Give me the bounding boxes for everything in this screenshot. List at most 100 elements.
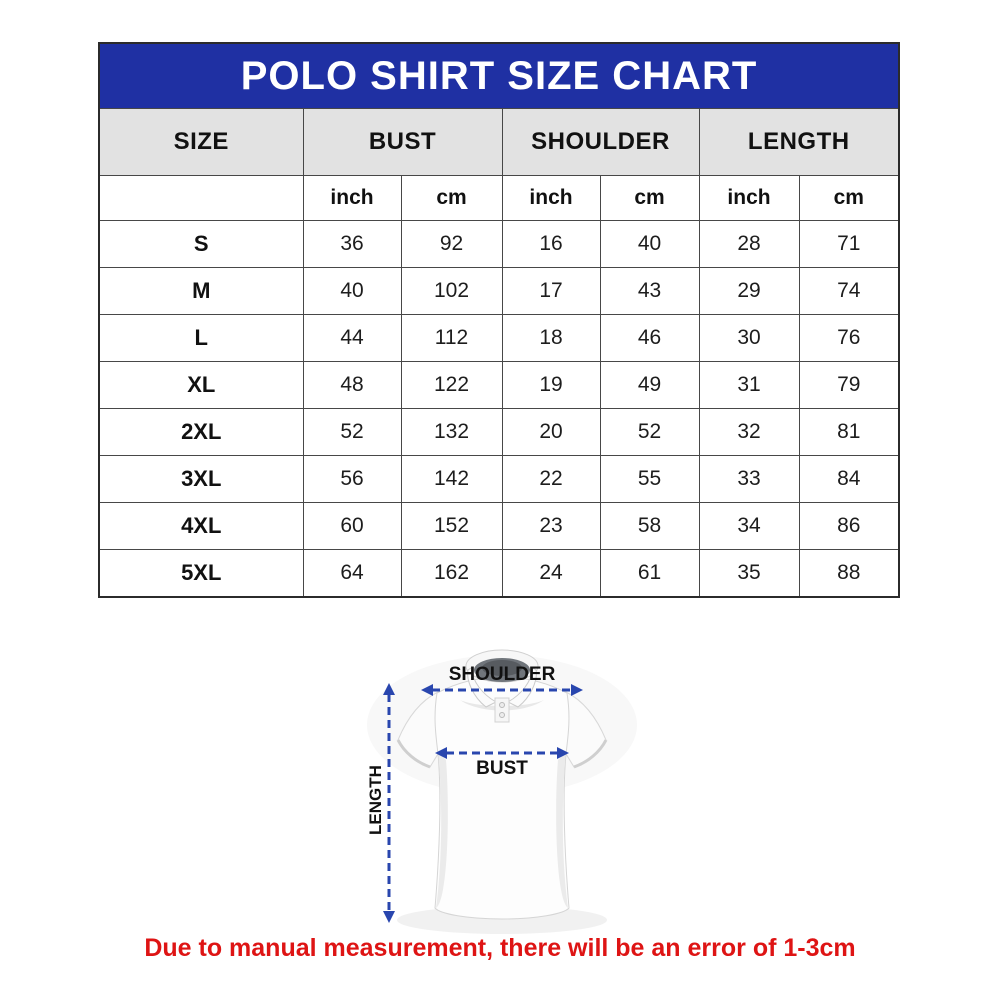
measurement-arrows	[387, 688, 572, 912]
chest-shadow	[460, 700, 544, 711]
length-label: LENGTH	[366, 765, 385, 835]
shoulder-arrowhead-left	[421, 684, 433, 696]
button-icon	[499, 702, 505, 708]
table-cell: 92	[400, 220, 503, 268]
table-cell: 132	[400, 408, 503, 456]
polo-shirt	[396, 649, 608, 920]
table-cell: 43	[599, 267, 700, 315]
table-cell: 35	[698, 549, 800, 597]
table-cell: 33	[698, 455, 800, 503]
unit-row: inch cm inch cm inch cm	[98, 175, 900, 221]
collar-left-flap	[467, 667, 498, 708]
table-cell: 20	[501, 408, 601, 456]
table-cell: 19	[501, 361, 601, 409]
unit-cell: cm	[798, 175, 900, 221]
shirt-diagram: SHOULDER BUST LENGTH	[340, 640, 670, 940]
bust-label: BUST	[476, 758, 528, 779]
table-cell: 28	[698, 220, 800, 268]
table-cell: 29	[698, 267, 800, 315]
table-row: M 40 102 17 43 29 74	[98, 267, 900, 315]
table-cell: 24	[501, 549, 601, 597]
table-cell: 30	[698, 314, 800, 362]
left-shading	[436, 752, 448, 908]
table-cell: 46	[599, 314, 700, 362]
table-cell: 60	[302, 502, 402, 550]
table-cell: 40	[599, 220, 700, 268]
table-cell: 36	[302, 220, 402, 268]
size-chart-table: POLO SHIRT SIZE CHART SIZE BUST SHOULDER…	[98, 42, 901, 598]
table-cell: 81	[798, 408, 900, 456]
title-row: POLO SHIRT SIZE CHART	[98, 42, 900, 109]
collar-right-flap	[506, 667, 537, 708]
table-cell: 17	[501, 267, 601, 315]
shirt-illustration: SHOULDER BUST LENGTH	[366, 649, 637, 934]
torso	[434, 676, 570, 920]
table-cell: 49	[599, 361, 700, 409]
size-label: 4XL	[98, 502, 304, 550]
measurement-note: Due to manual measurement, there will be…	[144, 934, 856, 962]
table-cell: 112	[400, 314, 503, 362]
size-label: XL	[98, 361, 304, 409]
header-bust: BUST	[302, 108, 503, 176]
table-cell: 40	[302, 267, 402, 315]
table-cell: 32	[698, 408, 800, 456]
table-cell: 58	[599, 502, 700, 550]
table-cell: 31	[698, 361, 800, 409]
unit-cell: cm	[400, 175, 503, 221]
table-cell: 122	[400, 361, 503, 409]
table-cell: 23	[501, 502, 601, 550]
table-cell: 162	[400, 549, 503, 597]
bust-arrowhead-right	[557, 747, 569, 759]
bust-arrowhead-left	[435, 747, 447, 759]
table-row: S 36 92 16 40 28 71	[98, 220, 900, 268]
unit-cell: cm	[599, 175, 700, 221]
shoulder-label: SHOULDER	[449, 664, 556, 685]
unit-cell-empty	[98, 175, 304, 221]
size-label: M	[98, 267, 304, 315]
table-cell: 152	[400, 502, 503, 550]
table-row: 4XL 60 152 23 58 34 86	[98, 502, 900, 550]
table-cell: 88	[798, 549, 900, 597]
header-row: SIZE BUST SHOULDER LENGTH	[98, 108, 900, 176]
unit-cell: inch	[501, 175, 601, 221]
header-size: SIZE	[98, 108, 304, 176]
size-label: L	[98, 314, 304, 362]
size-label: 2XL	[98, 408, 304, 456]
table-cell: 71	[798, 220, 900, 268]
table-cell: 34	[698, 502, 800, 550]
length-arrowhead-top	[383, 683, 395, 695]
table-cell: 52	[302, 408, 402, 456]
table-cell: 86	[798, 502, 900, 550]
table-row: 5XL 64 162 24 61 35 88	[98, 549, 900, 597]
unit-cell: inch	[302, 175, 402, 221]
table-cell: 18	[501, 314, 601, 362]
table-cell: 76	[798, 314, 900, 362]
table-cell: 102	[400, 267, 503, 315]
table-cell: 142	[400, 455, 503, 503]
left-sleeve-hem	[396, 739, 431, 769]
size-label: 5XL	[98, 549, 304, 597]
table-cell: 48	[302, 361, 402, 409]
table-row: 3XL 56 142 22 55 33 84	[98, 455, 900, 503]
button-icon	[499, 712, 505, 718]
size-label: 3XL	[98, 455, 304, 503]
table-row: 2XL 52 132 20 52 32 81	[98, 408, 900, 456]
table-cell: 79	[798, 361, 900, 409]
table-cell: 84	[798, 455, 900, 503]
table-cell: 64	[302, 549, 402, 597]
right-sleeve-hem	[573, 739, 608, 769]
header-length: LENGTH	[698, 108, 900, 176]
table-cell: 52	[599, 408, 700, 456]
chart-title: POLO SHIRT SIZE CHART	[98, 42, 900, 109]
table-cell: 44	[302, 314, 402, 362]
header-shoulder: SHOULDER	[501, 108, 700, 176]
arrowheads	[383, 683, 583, 923]
table-row: XL 48 122 19 49 31 79	[98, 361, 900, 409]
table-cell: 55	[599, 455, 700, 503]
shoulder-arrowhead-right	[571, 684, 583, 696]
table-row: L 44 112 18 46 30 76	[98, 314, 900, 362]
table-cell: 56	[302, 455, 402, 503]
placket	[494, 697, 510, 723]
neck-opening-inner	[482, 660, 522, 676]
